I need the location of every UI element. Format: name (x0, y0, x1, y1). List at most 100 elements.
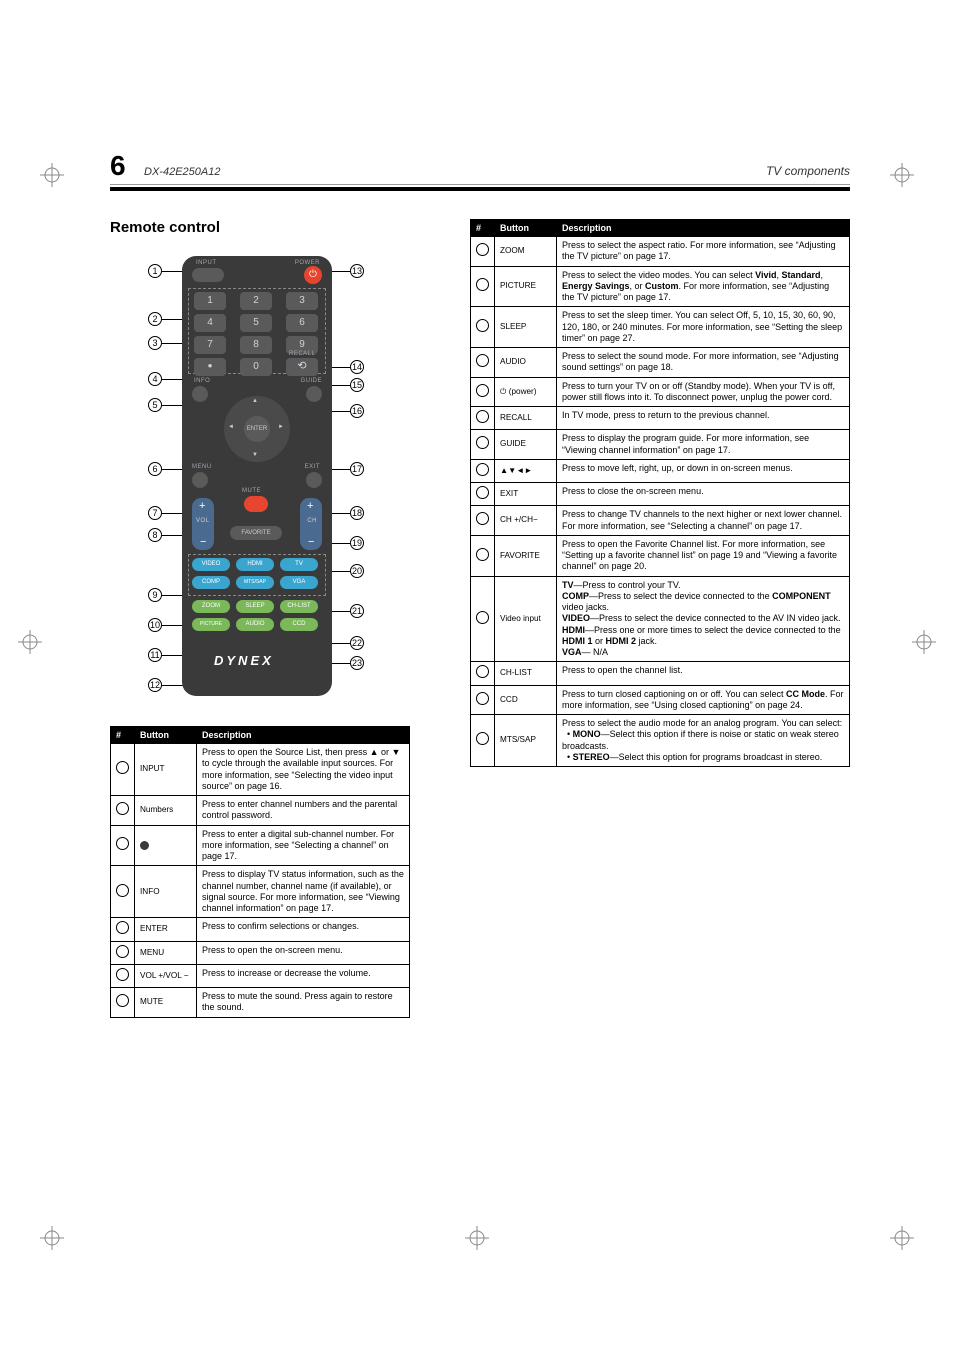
row-button: INFO (135, 866, 197, 918)
callout-8: 8 (148, 528, 162, 542)
btn-input (192, 268, 224, 282)
callout-12: 12 (148, 678, 162, 692)
row-number (471, 377, 495, 407)
row-button: FAVORITE (495, 535, 557, 576)
btn-comp: COMP (192, 576, 230, 589)
table-row: AUDIOPress to select the sound mode. For… (471, 348, 850, 378)
table-row: PICTUREPress to select the video modes. … (471, 266, 850, 307)
callout-22: 22 (350, 636, 364, 650)
table-row: MUTEPress to mute the sound. Press again… (111, 988, 410, 1018)
row-desc: Press to confirm selections or changes. (197, 918, 410, 941)
btn-vol: + − (192, 498, 214, 550)
th-num: # (111, 727, 135, 744)
row-number (471, 506, 495, 536)
btn-1: 1 (194, 292, 226, 310)
table-right: # Button Description ZOOMPress to select… (470, 219, 850, 767)
reg-mark (890, 163, 914, 187)
row-desc: Press to select the sound mode. For more… (557, 348, 850, 378)
row-number (471, 407, 495, 430)
table-row: Video inputTV—Press to control your TV.C… (471, 576, 850, 662)
reg-mark (912, 630, 936, 654)
btn-chlist: CH-LIST (280, 600, 318, 613)
row-button: CH-LIST (495, 662, 557, 685)
callout-23: 23 (350, 656, 364, 670)
row-desc: Press to select the audio mode for an an… (557, 715, 850, 767)
th-button: Button (135, 727, 197, 744)
row-button (135, 825, 197, 866)
row-number (111, 988, 135, 1018)
btn-exit (306, 472, 322, 488)
callout-5: 5 (148, 398, 162, 412)
row-desc: Press to change TV channels to the next … (557, 506, 850, 536)
btn-ch: + − (300, 498, 322, 550)
btn-4: 4 (194, 314, 226, 332)
table-row: ENTERPress to confirm selections or chan… (111, 918, 410, 941)
label-vol: VOL (196, 518, 210, 524)
callout-21: 21 (350, 604, 364, 618)
row-number (471, 459, 495, 482)
row-desc: Press to open the channel list. (557, 662, 850, 685)
callout-7: 7 (148, 506, 162, 520)
th-num: # (471, 220, 495, 237)
row-desc: Press to move left, right, up, or down i… (557, 459, 850, 482)
row-button: PICTURE (495, 266, 557, 307)
callout-18: 18 (350, 506, 364, 520)
callout-3: 3 (148, 336, 162, 350)
table-row: Press to enter a digital sub-channel num… (111, 825, 410, 866)
table-row: SLEEPPress to set the sleep timer. You c… (471, 307, 850, 348)
th-desc: Description (197, 727, 410, 744)
row-button: Numbers (135, 796, 197, 826)
page-header: 6 DX-42E250A12 TV components (110, 150, 850, 185)
row-number (471, 576, 495, 662)
row-desc: In TV mode, press to return to the previ… (557, 407, 850, 430)
row-desc: Press to display TV status information, … (197, 866, 410, 918)
table-row: ⏻ (power)Press to turn your TV on or off… (471, 377, 850, 407)
callout-13: 13 (350, 264, 364, 278)
reg-mark (40, 1226, 64, 1250)
table-row: FAVORITEPress to open the Favorite Chann… (471, 535, 850, 576)
row-desc: Press to enter channel numbers and the p… (197, 796, 410, 826)
row-desc: TV—Press to control your TV.COMP—Press t… (557, 576, 850, 662)
reg-mark (465, 1226, 489, 1250)
row-button: SLEEP (495, 307, 557, 348)
btn-guide (306, 386, 322, 402)
row-desc: Press to mute the sound. Press again to … (197, 988, 410, 1018)
label-exit: EXIT (305, 464, 320, 470)
table-row: VOL +/VOL −Press to increase or decrease… (111, 964, 410, 987)
row-number (471, 348, 495, 378)
row-button: MENU (135, 941, 197, 964)
row-button: ZOOM (495, 237, 557, 267)
row-number (111, 866, 135, 918)
row-number (111, 941, 135, 964)
row-number (471, 535, 495, 576)
label-input: INPUT (196, 260, 217, 266)
th-button: Button (495, 220, 557, 237)
btn-5: 5 (240, 314, 272, 332)
btn-zoom: ZOOM (192, 600, 230, 613)
row-desc: Press to turn closed captioning on or of… (557, 685, 850, 715)
row-number (471, 430, 495, 460)
btn-power: ⏻ (304, 266, 322, 284)
callout-15: 15 (350, 378, 364, 392)
row-number (471, 662, 495, 685)
brand: DYNEX (214, 653, 274, 668)
row-button: ENTER (135, 918, 197, 941)
label-menu: MENU (192, 464, 212, 470)
row-button: AUDIO (495, 348, 557, 378)
btn-favorite: FAVORITE (230, 526, 282, 540)
btn-3: 3 (286, 292, 318, 310)
row-number (471, 237, 495, 267)
callout-10: 10 (148, 618, 162, 632)
callout-4: 4 (148, 372, 162, 386)
row-number (471, 266, 495, 307)
row-button: MTS/SAP (495, 715, 557, 767)
btn-2: 2 (240, 292, 272, 310)
btn-sleep: SLEEP (236, 600, 274, 613)
row-desc: Press to turn your TV on or off (Standby… (557, 377, 850, 407)
table-row: MTS/SAPPress to select the audio mode fo… (471, 715, 850, 767)
table-row: EXITPress to close the on-screen menu. (471, 483, 850, 506)
btn-ccd: CCD (280, 618, 318, 631)
row-desc: Press to enter a digital sub-channel num… (197, 825, 410, 866)
row-button: Video input (495, 576, 557, 662)
btn-menu (192, 472, 208, 488)
